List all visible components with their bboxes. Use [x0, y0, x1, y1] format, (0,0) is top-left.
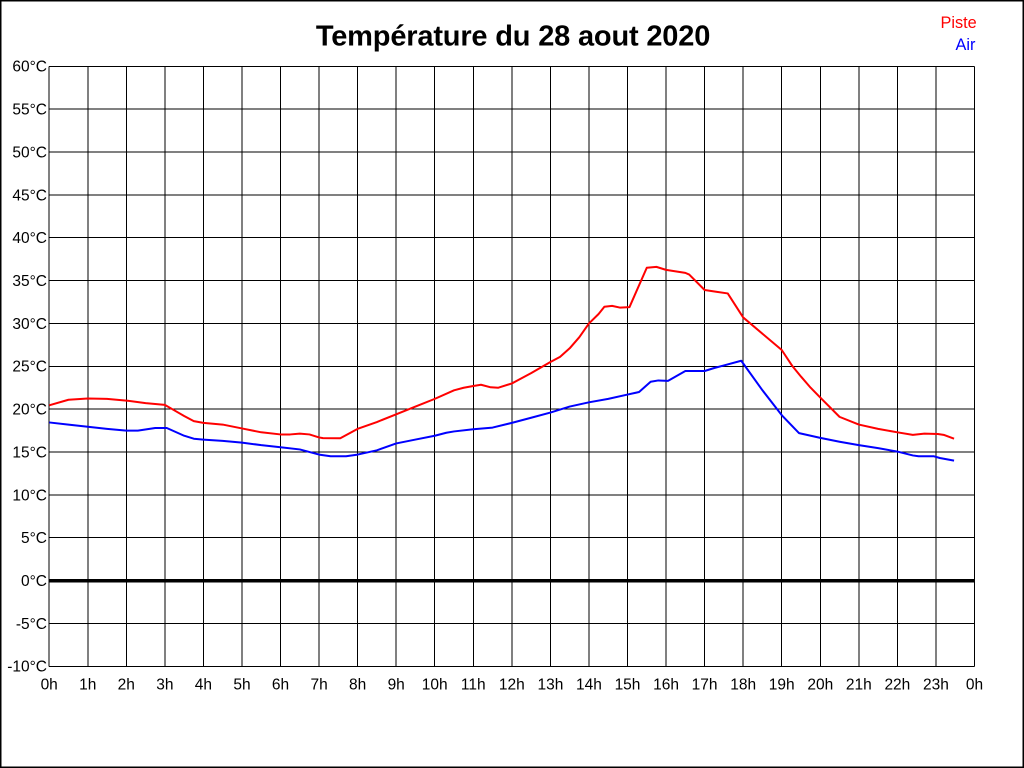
svg-text:9h: 9h [388, 676, 405, 693]
svg-text:-5°C: -5°C [16, 616, 47, 633]
svg-text:20°C: 20°C [12, 402, 47, 419]
svg-text:13h: 13h [537, 676, 563, 693]
svg-text:45°C: 45°C [12, 187, 47, 204]
svg-text:17h: 17h [692, 676, 718, 693]
svg-text:7h: 7h [310, 676, 327, 693]
svg-text:15h: 15h [615, 676, 641, 693]
svg-text:0°C: 0°C [21, 573, 47, 590]
svg-text:2h: 2h [118, 676, 135, 693]
svg-text:15°C: 15°C [12, 444, 47, 461]
svg-text:30°C: 30°C [12, 316, 47, 333]
svg-text:Température du 28 aout 2020: Température du 28 aout 2020 [316, 21, 710, 53]
svg-text:5h: 5h [233, 676, 250, 693]
svg-text:5°C: 5°C [21, 530, 47, 547]
svg-text:3h: 3h [156, 676, 173, 693]
svg-text:16h: 16h [653, 676, 679, 693]
svg-text:25°C: 25°C [12, 359, 47, 376]
svg-text:19h: 19h [769, 676, 795, 693]
svg-text:14h: 14h [576, 676, 602, 693]
svg-text:6h: 6h [272, 676, 289, 693]
svg-text:23h: 23h [923, 676, 949, 693]
svg-text:Piste: Piste [940, 14, 976, 32]
svg-text:4h: 4h [195, 676, 212, 693]
svg-text:35°C: 35°C [12, 273, 47, 290]
svg-text:21h: 21h [846, 676, 872, 693]
svg-text:55°C: 55°C [12, 102, 47, 119]
svg-text:0h: 0h [966, 676, 983, 693]
svg-text:10h: 10h [422, 676, 448, 693]
svg-text:60°C: 60°C [12, 59, 47, 76]
svg-text:12h: 12h [499, 676, 525, 693]
svg-text:0h: 0h [41, 676, 58, 693]
svg-text:-10°C: -10°C [7, 659, 47, 676]
svg-text:Air: Air [955, 36, 975, 54]
svg-text:8h: 8h [349, 676, 366, 693]
svg-text:20h: 20h [807, 676, 833, 693]
svg-text:1h: 1h [79, 676, 96, 693]
svg-text:11h: 11h [461, 676, 486, 693]
svg-text:50°C: 50°C [12, 144, 47, 161]
svg-text:22h: 22h [884, 676, 910, 693]
svg-text:10°C: 10°C [12, 487, 47, 504]
svg-text:18h: 18h [730, 676, 756, 693]
svg-text:40°C: 40°C [12, 230, 47, 247]
